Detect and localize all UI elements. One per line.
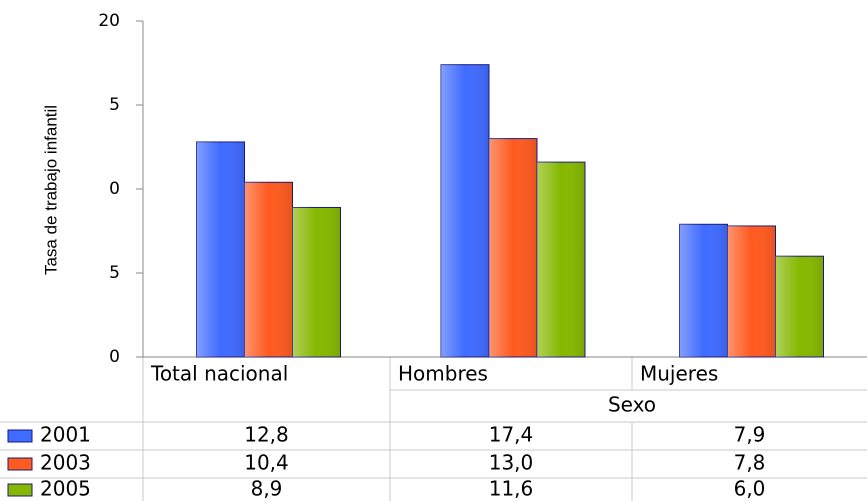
y-tick-label: 5	[109, 263, 120, 283]
bar	[727, 225, 776, 358]
x-axis-label: Sexo	[608, 393, 656, 417]
legend-swatch	[7, 457, 33, 471]
bar	[196, 141, 245, 358]
table-value: 10,4	[244, 451, 289, 475]
bar	[488, 138, 538, 358]
y-tick-label: 5	[109, 95, 120, 115]
table-value: 13,0	[489, 451, 534, 475]
table-value: 17,4	[489, 423, 534, 447]
legend-swatch	[7, 429, 33, 443]
table-value: 6,0	[734, 477, 766, 501]
table-value: 8,9	[251, 477, 283, 501]
bar	[536, 161, 586, 358]
bar	[775, 255, 824, 358]
table-value: 7,9	[734, 423, 766, 447]
legend-label: 2003	[40, 451, 91, 475]
y-tick-label: 0	[109, 179, 120, 199]
table-grid	[0, 357, 867, 501]
x-tick-label: Hombres	[398, 362, 488, 386]
table-value: 11,6	[489, 477, 534, 501]
x-tick-label: Total nacional	[150, 362, 288, 386]
table-value: 12,8	[244, 423, 289, 447]
bar	[679, 223, 728, 358]
bar	[440, 64, 490, 358]
x-tick-label: Mujeres	[640, 362, 718, 386]
legend-label: 2001	[40, 423, 91, 447]
bar	[244, 181, 293, 358]
bar	[292, 206, 341, 358]
legend-label: 2005	[40, 477, 91, 501]
legend-swatch	[7, 483, 33, 497]
table-value: 7,8	[734, 451, 766, 475]
y-tick-label: 0	[109, 347, 120, 367]
y-tick-label: 20	[98, 11, 120, 31]
y-axis-label: Tasa de trabajo infantil	[41, 105, 60, 275]
